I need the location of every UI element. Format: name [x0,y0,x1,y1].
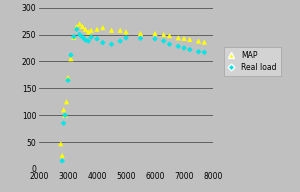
Point [58,142,63,145]
Point [83,28,88,31]
Point [202,41,207,44]
Point [188,38,192,41]
Point [124,36,128,39]
Point [77,33,82,36]
Point [118,40,123,43]
Point [138,37,143,40]
Point [64,100,69,103]
Point [80,25,85,28]
Point [71,36,76,39]
Point [153,32,158,35]
Point [63,114,68,117]
Point [86,30,91,33]
Point [182,46,186,50]
Point [109,43,114,46]
Point [74,28,79,31]
Point [100,26,105,29]
Point [118,29,123,32]
Point [71,35,76,38]
Point [89,29,94,32]
Point [77,22,82,25]
Point [161,33,166,36]
Legend: MAP, Real load: MAP, Real load [224,47,281,76]
Point [68,53,73,56]
Point [86,40,91,43]
Point [182,37,186,40]
Point [167,34,172,37]
Point [94,37,99,40]
Point [74,25,79,28]
Point [196,40,201,43]
Point [100,41,105,44]
Point [161,40,166,43]
Point [188,48,192,51]
Point [66,79,70,82]
Point [176,36,181,39]
Point [138,32,143,35]
Point [61,108,66,111]
Point [176,45,181,48]
Point [109,29,114,32]
Point [60,159,64,162]
Point [153,37,158,40]
Point [80,36,85,39]
Point [196,50,201,53]
Point [83,38,88,41]
Point [94,28,99,31]
Point [68,57,73,60]
Point [66,76,70,79]
Point [167,43,172,46]
Point [61,122,66,125]
Point [89,36,94,39]
Point [202,51,207,54]
Point [60,154,64,157]
Point [124,30,128,33]
Point [63,114,68,117]
